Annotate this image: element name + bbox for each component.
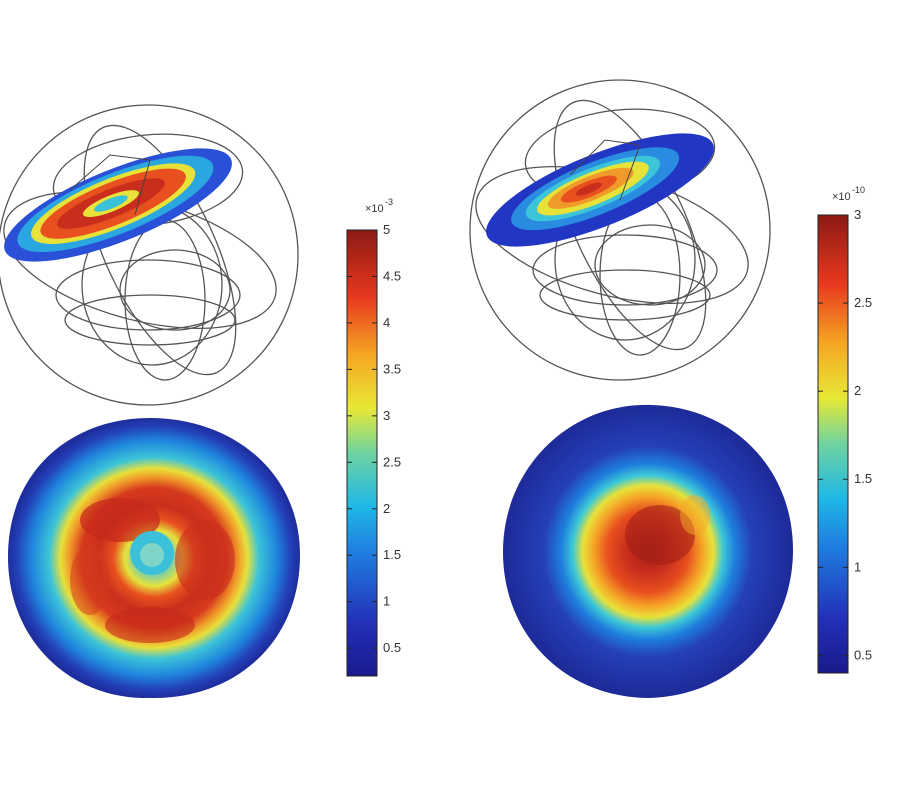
right-wire-ring [594,224,706,306]
left-wire-ring [124,219,206,381]
colorbar-tick-label: 4.5 [383,268,401,283]
colorbar-tick-label: 4 [383,315,390,330]
left-outer-sphere [0,104,299,406]
left-colorbar-scale [346,229,378,677]
colorbar-tick-label: 2.5 [854,295,872,310]
colorbar-tick-label: 2.5 [383,454,401,469]
right-colorbar-ticks: 0.5 1 1.5 2 2.5 3 [818,207,872,662]
left-colorbar-exponent: -3 [385,197,393,207]
right-wire-ring [532,234,718,306]
colorbar-tick-label: 2 [383,501,390,516]
left-slice-outline [69,154,151,216]
colorbar-tick-label: 2 [854,383,861,398]
right-slice-map [503,404,793,698]
right-colorbar-multiplier: ×10 [832,191,851,203]
left-wire-ring [119,249,231,331]
right-3d-slice [486,133,714,247]
left-colorbar-multiplier: ×10 [365,203,384,215]
colorbar-tick-label: 3.5 [383,361,401,376]
left-slice-map [8,418,300,699]
right-outer-sphere [469,79,771,381]
colorbar-tick-label: 1 [854,559,861,574]
right-colorbar-exponent: -10 [852,185,865,195]
left-colorbar-ticks: 0.5 1 1.5 2 2.5 3 3.5 4 4.5 5 [347,222,401,655]
right-wire-ring [539,269,711,321]
colorbar-tick-label: 0.5 [383,640,401,655]
left-wire-ring [83,124,237,376]
right-colorbar-scale [817,214,849,674]
colorbar-tick-label: 3 [383,408,390,423]
colorbar-tick-label: 1 [383,594,390,609]
left-wire-ring [55,259,241,331]
colorbar-tick-label: 5 [383,222,390,237]
right-wire-ring [553,99,707,351]
right-colorbar: 0.5 1 1.5 2 2.5 3 ×10 -10 [817,185,872,674]
left-colorbar: 0.5 1 1.5 2 2.5 3 3.5 4 4.5 5 ×10 -3 [346,197,401,677]
left-3d-slice [4,148,232,262]
left-wire-ring [64,294,236,346]
colorbar-tick-label: 1.5 [854,471,872,486]
colorbar-tick-label: 1.5 [383,547,401,562]
colorbar-tick-label: 3 [854,207,861,222]
colorbar-tick-label: 0.5 [854,647,872,662]
right-slice-outline [569,139,641,201]
